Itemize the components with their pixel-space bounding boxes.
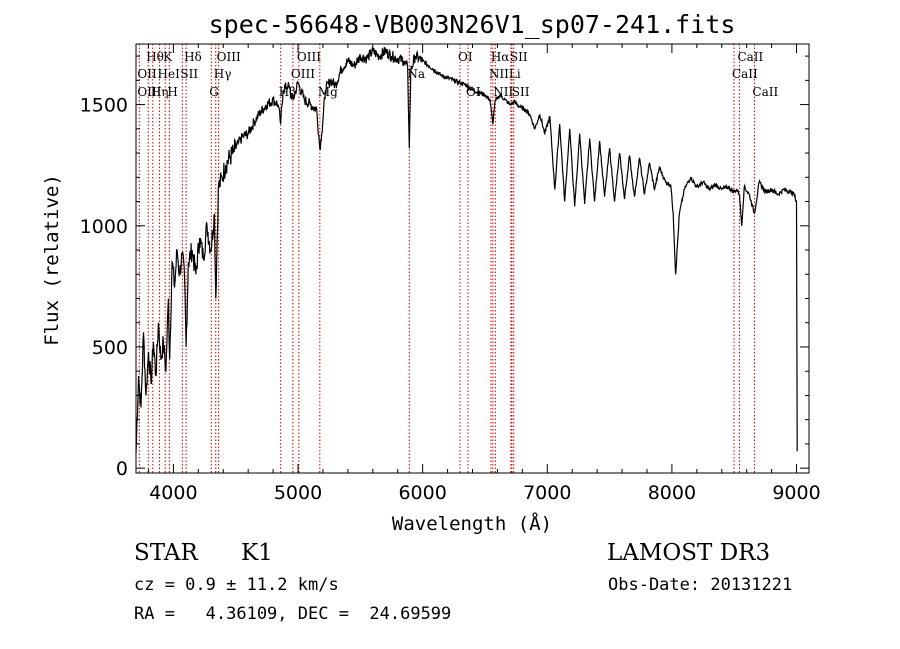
spectral-line-label: H: [167, 85, 177, 99]
spectral-line-label: CaII: [732, 67, 758, 81]
obs-date: Obs-Date: 20131221: [608, 575, 793, 595]
spectral-line-label: K: [163, 50, 173, 64]
spectral-line-label: Li: [509, 67, 521, 81]
spectral-line-label: OIII: [137, 85, 161, 99]
spectral-line-label: NII: [493, 85, 513, 99]
object-class: STAR: [134, 540, 198, 566]
spectral-line-label: OIII: [297, 50, 321, 64]
y-tick-label: 1000: [80, 216, 128, 238]
spectral-line-label: CaII: [752, 85, 778, 99]
spectral-line-label: SII: [512, 85, 530, 99]
spectral-line-label: Hγ: [214, 67, 232, 81]
y-tick-label: 500: [92, 337, 128, 359]
x-tick-label: 8000: [648, 482, 696, 504]
x-tick-label: 9000: [772, 482, 820, 504]
spectral-line-label: Hη: [151, 85, 169, 99]
spectral-line-label: OIII: [217, 50, 241, 64]
spectrum-line: [135, 46, 798, 454]
x-tick-label: 7000: [523, 482, 571, 504]
spectral-line-label: Hα: [491, 50, 510, 64]
spectral-line-label: HeI: [158, 67, 181, 81]
spectral-line-label: Na: [407, 67, 425, 81]
redshift-text: cz = 0.9 ± 11.2 km/s: [134, 575, 339, 595]
spectral-line-label: G: [209, 85, 219, 99]
x-axis-label: Wavelength (Å): [392, 512, 552, 535]
spectral-line-label: CaII: [737, 50, 763, 64]
y-tick-label: 1500: [80, 95, 128, 117]
x-tick-label: 5000: [274, 482, 322, 504]
object-subclass: K1: [241, 540, 273, 566]
axis-ticks: 4000 5000 6000 7000 8000 9000 0 500 1000 1500: [80, 44, 821, 504]
spectral-line-label: Hβ: [279, 85, 296, 99]
coordinates: RA = 4.36109, DEC = 24.69599: [134, 604, 452, 624]
survey-name: LAMOST DR3: [607, 540, 771, 566]
spectral-line-label: Hδ: [184, 50, 202, 64]
spectral-line-label: OI: [458, 50, 473, 64]
spectral-line-label: Hθ: [146, 50, 164, 64]
spectral-line-label: OI: [466, 85, 481, 99]
chart-title: spec-56648-VB003N26V1_sp07-241.fits: [209, 10, 736, 39]
spectral-line-markers: [138, 44, 755, 473]
spectral-line-label: NII: [489, 67, 509, 81]
y-axis-label: Flux (relative): [41, 174, 63, 346]
x-tick-label: 6000: [398, 482, 446, 504]
plot-frame: [135, 43, 810, 474]
spectral-line-label: OIII: [291, 67, 315, 81]
y-tick-label: 0: [116, 458, 128, 480]
spectral-line-label: Mg: [318, 85, 338, 99]
spectral-line-label: SII: [510, 50, 528, 64]
spectral-line-label: OII: [137, 67, 157, 81]
spectral-line-label: SII: [180, 67, 198, 81]
x-tick-label: 4000: [149, 482, 197, 504]
